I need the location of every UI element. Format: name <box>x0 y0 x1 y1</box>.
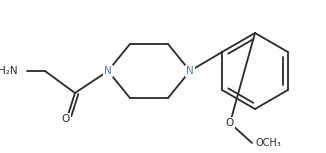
Text: O: O <box>226 118 234 128</box>
Text: O: O <box>62 114 70 124</box>
Text: H₂N: H₂N <box>0 66 18 76</box>
Text: N: N <box>186 66 194 76</box>
Text: N: N <box>104 66 112 76</box>
Text: OCH₃: OCH₃ <box>256 138 282 148</box>
